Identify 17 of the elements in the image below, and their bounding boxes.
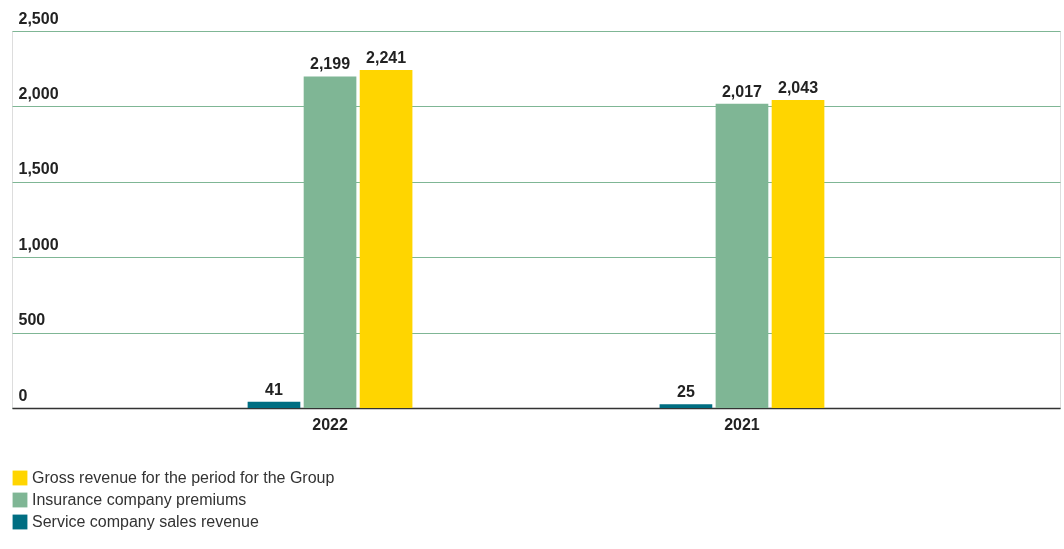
y-tick-label: 500 bbox=[18, 311, 46, 329]
legend-label: Service company sales revenue bbox=[32, 513, 259, 530]
x-tick-label: 2022 bbox=[312, 415, 348, 433]
y-tick-label: 0 bbox=[18, 386, 28, 404]
data-label: 2,241 bbox=[366, 49, 407, 67]
y-tick-label: 1,000 bbox=[18, 235, 59, 253]
y-tick-label: 1,500 bbox=[18, 160, 59, 178]
data-label: 25 bbox=[677, 383, 695, 401]
data-label: 2,017 bbox=[721, 82, 763, 100]
y-tick-label: 2,000 bbox=[18, 84, 59, 102]
data-label: 2,199 bbox=[310, 55, 351, 73]
legend-label: Insurance company premiums bbox=[32, 491, 247, 508]
data-label: 41 bbox=[265, 380, 283, 398]
x-tick-label: 2021 bbox=[724, 415, 760, 433]
data-label: 2,043 bbox=[778, 78, 819, 96]
legend-label: Gross revenue for the period for the Group bbox=[32, 469, 335, 486]
y-tick-label: 2,500 bbox=[18, 9, 59, 27]
